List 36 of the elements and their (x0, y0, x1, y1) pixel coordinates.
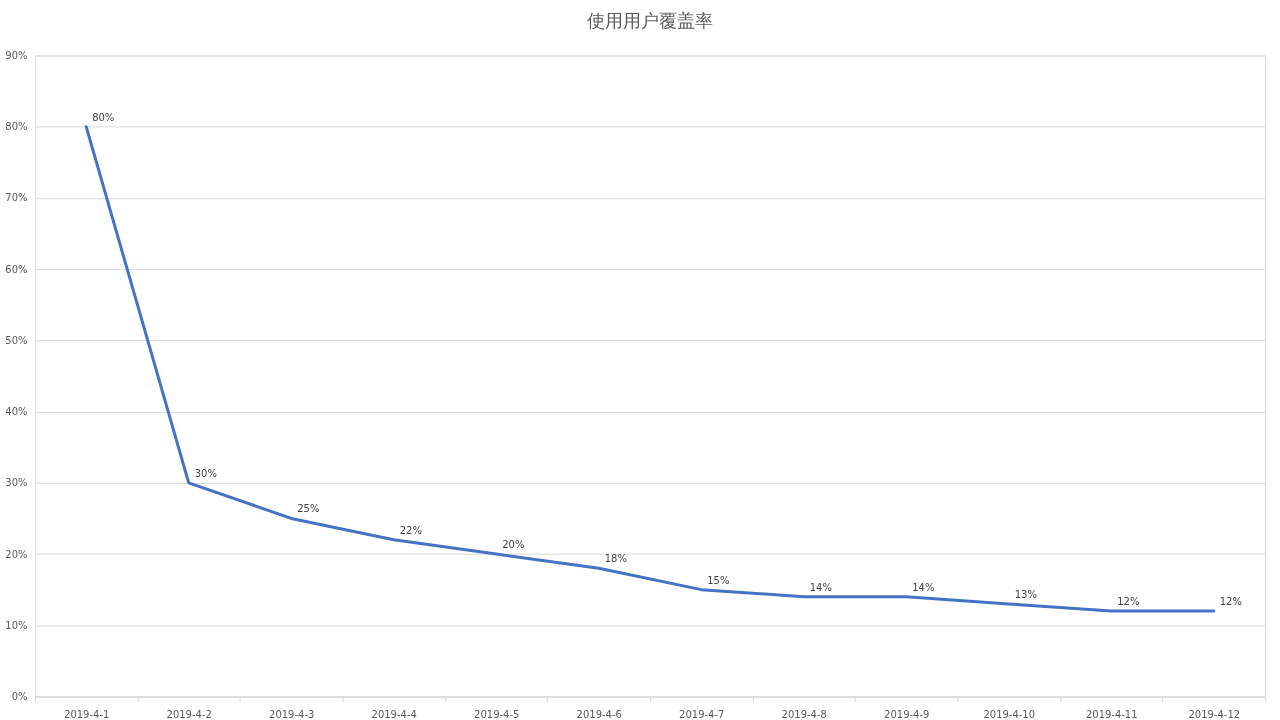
data-label: 14% (912, 581, 935, 593)
x-tick-label: 2019-4-6 (576, 708, 622, 720)
data-label: 18% (604, 553, 627, 565)
x-tick-label: 2019-4-2 (166, 708, 212, 720)
y-tick-label: 80% (5, 121, 28, 133)
data-label: 12% (1219, 596, 1242, 608)
y-tick-label: 10% (5, 619, 28, 631)
x-tick-label: 2019-4-11 (1085, 708, 1138, 720)
data-label: 15% (707, 574, 730, 586)
y-tick-label: 70% (5, 192, 28, 204)
data-label: 30% (194, 467, 217, 479)
data-label: 22% (399, 524, 422, 536)
x-tick-label: 2019-4-5 (474, 708, 520, 720)
y-tick-label: 40% (5, 406, 28, 418)
x-tick-label: 2019-4-1 (64, 708, 110, 720)
data-label: 25% (297, 503, 320, 515)
y-tick-label: 90% (5, 49, 28, 61)
y-tick-label: 60% (5, 263, 28, 275)
x-tick-label: 2019-4-4 (371, 708, 417, 720)
y-tick-label: 50% (5, 334, 28, 346)
y-tick-label: 30% (5, 477, 28, 489)
data-label: 80% (92, 111, 115, 123)
chart-title: 使用用户覆盖率 (586, 9, 713, 31)
line-series (84, 125, 1216, 613)
x-tick-label: 2019-4-9 (884, 708, 930, 720)
x-tick-label: 2019-4-8 (781, 708, 827, 720)
y-tick-label: 20% (5, 548, 28, 560)
x-tick-label: 2019-4-12 (1188, 708, 1241, 720)
data-label: 12% (1117, 596, 1140, 608)
y-tick-label: 0% (11, 690, 28, 702)
data-label: 14% (809, 581, 832, 593)
x-tick-label: 2019-4-10 (983, 708, 1036, 720)
data-label: 20% (502, 539, 525, 551)
data-label: 13% (1014, 588, 1037, 600)
x-tick-label: 2019-4-7 (679, 708, 725, 720)
x-tick-label: 2019-4-3 (269, 708, 315, 720)
